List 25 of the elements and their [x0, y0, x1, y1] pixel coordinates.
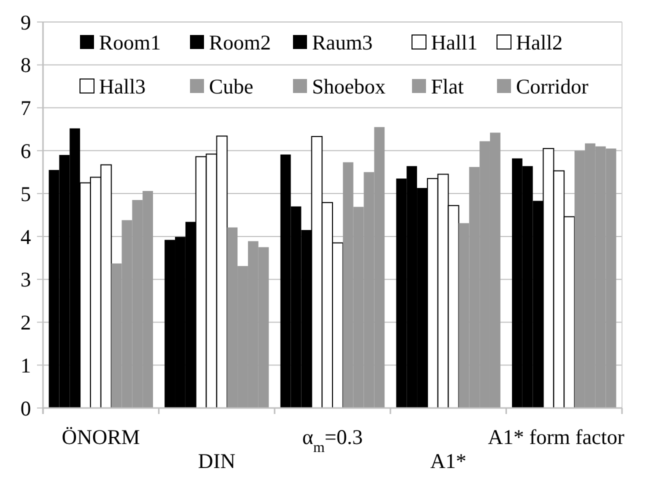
y-tick-label: 0 — [20, 396, 31, 420]
legend-label: Hall2 — [516, 30, 563, 54]
y-tick-label: 6 — [20, 139, 31, 164]
x-tick-label: A1* form factor — [488, 425, 624, 449]
x-tick-label: α$_{m}$=0.3 — [302, 425, 363, 456]
x-tick-label: A1* — [430, 449, 466, 473]
legend-label: Cube — [209, 74, 254, 98]
legend-label: Hall1 — [431, 30, 478, 54]
y-tick-label: 8 — [20, 53, 31, 78]
x-tick-label: ÖNORM — [62, 425, 140, 449]
legend-label: Hall3 — [99, 74, 146, 98]
y-tick-label: 4 — [20, 224, 32, 249]
legend-label: Flat — [431, 74, 464, 98]
legend-label: Shoebox — [312, 74, 386, 98]
y-tick-label: 2 — [20, 310, 31, 335]
legend-label: Room1 — [99, 30, 161, 54]
y-tick-label: 3 — [20, 268, 31, 292]
x-tick-label: DIN — [198, 449, 236, 473]
legend-label: Room2 — [209, 30, 271, 54]
y-tick-label: 9 — [20, 10, 31, 34]
legend-label: Corridor — [516, 74, 588, 98]
y-tick-label: 7 — [20, 96, 31, 120]
y-tick-label: 5 — [20, 182, 31, 206]
legend-label: Raum3 — [312, 30, 373, 54]
y-tick-label: 1 — [20, 353, 31, 378]
